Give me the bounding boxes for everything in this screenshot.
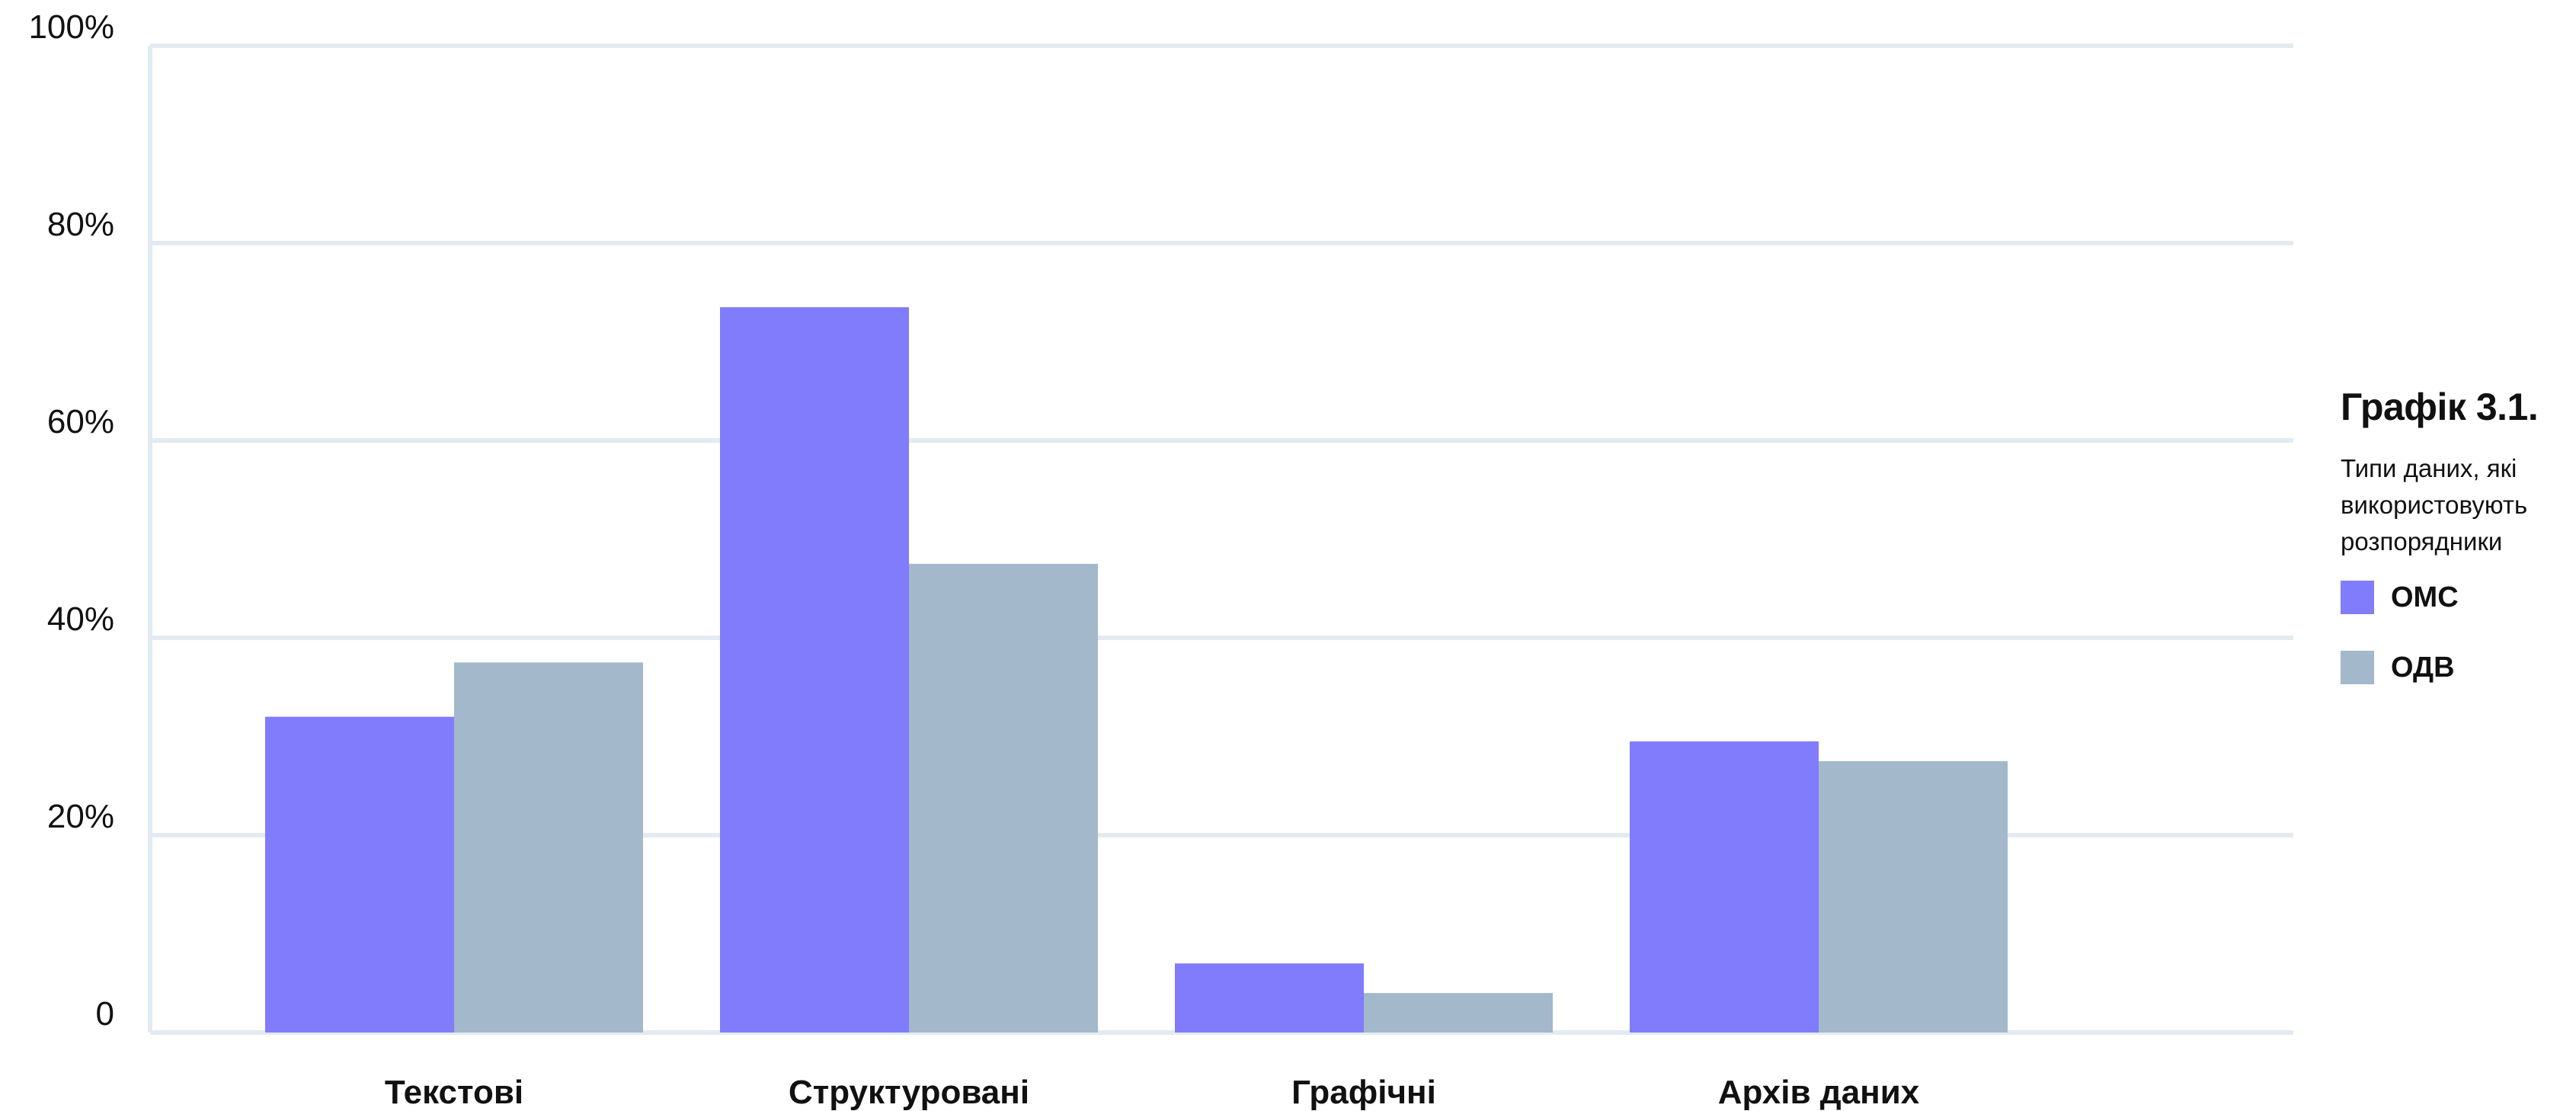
- bars: [265, 307, 2008, 1033]
- x-tick-label-graphic: Графічні: [1291, 1074, 1436, 1111]
- legend-panel: Графік 3.1. Типи даних, які використовую…: [2341, 385, 2569, 720]
- y-tick-label-60: 60%: [47, 403, 114, 440]
- bar-odv-structured: [909, 563, 1098, 1033]
- x-tick-label-data-archive: Архів даних: [1718, 1074, 1920, 1111]
- bar-odv-textual: [454, 662, 643, 1033]
- legend-item-oms: ОМС: [2341, 580, 2569, 615]
- legend-label-oms: ОМС: [2391, 581, 2459, 613]
- legend-label-odv: ОДВ: [2391, 651, 2455, 684]
- legend-item-odv: ОДВ: [2341, 650, 2569, 685]
- chart-title: Графік 3.1.: [2341, 386, 2539, 428]
- x-tick-label-textual: Текстові: [385, 1074, 523, 1111]
- bar-odv-data-archive: [1819, 760, 2008, 1033]
- bar-oms-graphic: [1175, 963, 1364, 1033]
- y-tick-label-0: 0: [96, 995, 114, 1033]
- legend-swatch-odv: [2341, 651, 2374, 684]
- bar-oms-structured: [720, 307, 909, 1033]
- x-tick-label-structured: Структуровані: [789, 1074, 1029, 1111]
- y-tick-label-20: 20%: [47, 798, 114, 835]
- x-axis-ticks: Текстові Структуровані Графічні Архів даних: [385, 1074, 1920, 1111]
- bar-odv-graphic: [1364, 993, 1553, 1033]
- y-tick-label-40: 40%: [47, 600, 114, 638]
- legend-swatch-oms: [2341, 581, 2374, 614]
- bar-oms-textual: [265, 716, 454, 1033]
- y-tick-label-100: 100%: [28, 8, 114, 46]
- y-tick-label-80: 80%: [47, 206, 114, 243]
- bar-oms-data-archive: [1630, 741, 1819, 1033]
- y-axis-ticks: 0 20% 40% 60% 80% 100%: [28, 8, 114, 1033]
- chart-subtitle: Типи даних, які використовують розпорядн…: [2341, 454, 2528, 556]
